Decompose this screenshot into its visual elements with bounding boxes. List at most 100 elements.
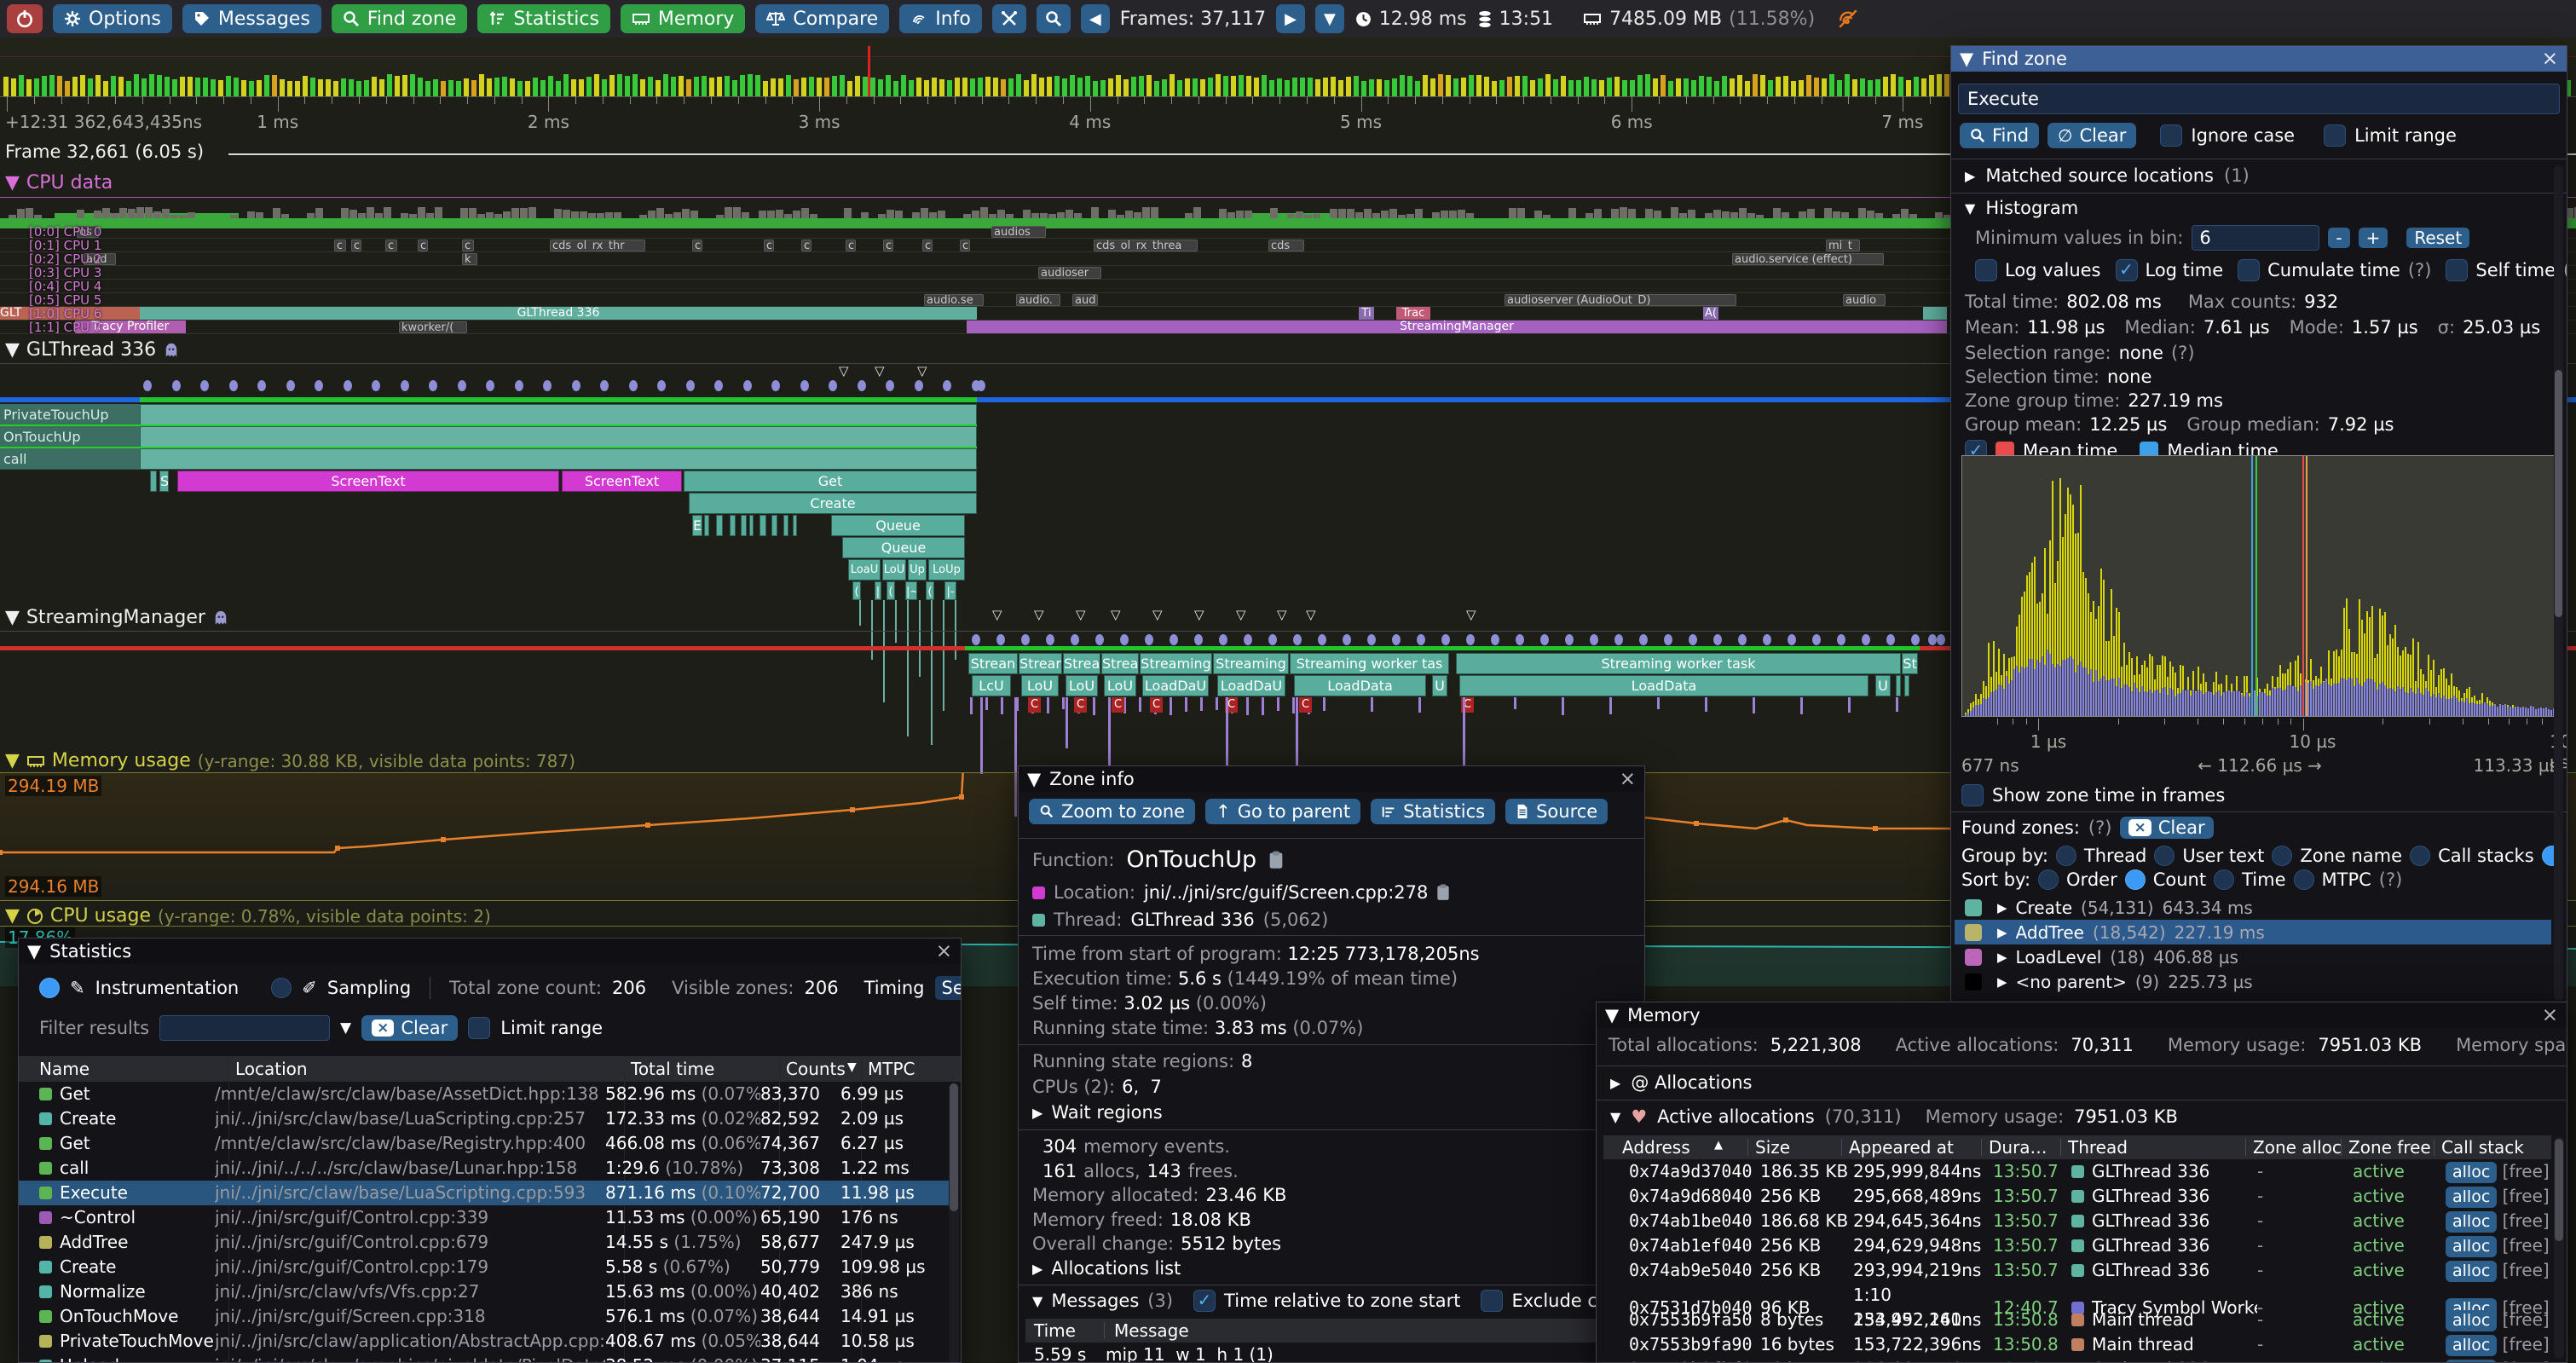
allocation-row[interactable]: 0x7553b9fa50 8 bytes 153,492,240ns 13:50…: [1629, 1309, 2550, 1331]
zone-segment[interactable]: LoUp: [928, 559, 965, 580]
table-row[interactable]: Execute jni/../jni/src/claw/base/LuaScri…: [19, 1181, 950, 1205]
sample-dot[interactable]: [685, 380, 695, 391]
sample-dot[interactable]: [400, 380, 409, 391]
zone-thread[interactable]: GLThread 336: [1130, 910, 1255, 930]
thread-run-segment[interactable]: audioser: [1038, 267, 1101, 279]
zone-segment[interactable]: Streaming worker task: [1456, 653, 1901, 674]
sample-dot[interactable]: [714, 380, 723, 391]
zone-group-row[interactable]: ▶ AddTree (18,542) 227.19 ms: [1955, 920, 2551, 944]
thread-run-segment[interactable]: c: [385, 240, 397, 251]
clipboard-icon[interactable]: [1268, 851, 1284, 869]
thread-run-segment[interactable]: c: [764, 240, 774, 251]
zone-segment[interactable]: |: [875, 581, 881, 600]
group-by-call-stacks[interactable]: [2410, 846, 2431, 866]
sample-dot[interactable]: [571, 380, 580, 391]
clear-button[interactable]: ∅ Clear: [2048, 123, 2137, 148]
thread-run-segment[interactable]: StreamingManager: [967, 321, 1947, 333]
message-mark[interactable]: [1371, 697, 1373, 712]
messages-button[interactable]: Messages: [182, 4, 321, 33]
filter-input[interactable]: [159, 1015, 331, 1041]
sample-dot[interactable]: [1466, 634, 1475, 645]
column-header[interactable]: Appeared at: [1849, 1137, 1954, 1158]
zoom-to-zone-button[interactable]: Zoom to zone: [1029, 799, 1196, 824]
thread-run-segment[interactable]: aud: [1072, 294, 1098, 306]
sample-dot[interactable]: [1639, 634, 1648, 645]
sample-dot[interactable]: [829, 380, 837, 391]
clear-filter-button[interactable]: × Clear: [361, 1015, 459, 1041]
thread-run-segment[interactable]: Ti: [1359, 307, 1374, 320]
table-row[interactable]: ~Control jni/../jni/src/guif/Control.cpp…: [19, 1205, 950, 1230]
message-marker-icon[interactable]: ▽: [917, 363, 927, 378]
zone-segment[interactable]: [741, 515, 747, 536]
message-mark[interactable]: [1216, 697, 1218, 710]
exclude-children-checkbox[interactable]: [1481, 1290, 1504, 1312]
message-mark[interactable]: [1562, 697, 1564, 715]
thread-run-segment[interactable]: audioserver (AudioOut_D): [1505, 294, 1736, 306]
zone-group-row[interactable]: ▶ Create (54,131) 643.34 ms: [1955, 895, 2551, 920]
zone-segment[interactable]: [150, 471, 157, 492]
zone-segment[interactable]: ScreenText: [177, 471, 559, 492]
sample-dot[interactable]: [1540, 634, 1549, 645]
thread-run-segment[interactable]: Trac: [1396, 307, 1430, 320]
sort-by-count[interactable]: [2124, 869, 2146, 890]
zone-segment[interactable]: [716, 515, 723, 536]
find-button[interactable]: Find: [1960, 123, 2040, 148]
close-icon[interactable]: ×: [2541, 1003, 2558, 1026]
close-icon[interactable]: ×: [2541, 47, 2558, 70]
table-row[interactable]: PrivateTouchMove jni/../jni/src/claw/app…: [19, 1329, 950, 1354]
column-header[interactable]: Dura…: [1989, 1137, 2048, 1158]
sample-dot[interactable]: [1095, 634, 1104, 645]
sample-dot[interactable]: [372, 380, 380, 391]
cpu-row[interactable]: os audios [0:0] CPU 0: [0, 225, 2576, 239]
sample-dot[interactable]: [996, 634, 1005, 645]
zone-segment[interactable]: Streaming: [1213, 653, 1289, 674]
zone-segment[interactable]: LoadDaU: [1142, 675, 1209, 696]
cpu-row[interactable]: aud k audio.service (effect) [0:2] CPU 2: [0, 252, 2576, 266]
sample-dot[interactable]: [1788, 634, 1796, 645]
message-marker-icon[interactable]: ▽: [1076, 607, 1086, 622]
info-button[interactable]: Info: [899, 4, 982, 33]
bin-plus-button[interactable]: +: [2358, 228, 2388, 248]
alloc-callstack-button[interactable]: alloc: [2446, 1211, 2498, 1233]
statistics-table-header[interactable]: Name Location Total time Counts ▼ MTPC: [19, 1056, 961, 1082]
message-mark[interactable]: [1262, 697, 1264, 715]
thread-run-segment[interactable]: os: [77, 226, 99, 238]
statistics-titlebar[interactable]: ▼ Statistics ×: [19, 939, 961, 964]
limit-range-checkbox[interactable]: [468, 1017, 491, 1039]
zone-segment[interactable]: (: [926, 581, 934, 600]
zone-segment[interactable]: Strean: [968, 653, 1018, 674]
sample-dot[interactable]: [1441, 634, 1450, 645]
sample-dot[interactable]: [343, 380, 352, 391]
thread-run-segment[interactable]: c: [462, 240, 474, 251]
allocation-row[interactable]: 0x74ab1be040 186.68 KB 294,645,364ns 13:…: [1629, 1210, 2550, 1233]
zone-segment[interactable]: call: [0, 448, 140, 470]
alloc-callstack-button[interactable]: alloc: [2446, 1261, 2498, 1282]
memory-table-header[interactable]: Address ▲ Size Appeared at Dura… Thread Zone a…: [1603, 1135, 2551, 1159]
thread-run-segment[interactable]: audio.service (effect): [1732, 253, 1884, 265]
thread-run-segment[interactable]: aud: [84, 253, 116, 265]
messages-table-header[interactable]: Time Message: [1025, 1319, 1632, 1343]
message-mark[interactable]: [1514, 697, 1516, 709]
sample-dot[interactable]: [1763, 634, 1771, 645]
cpu-row[interactable]: audioser [0:3] CPU 3: [0, 266, 2576, 280]
bin-minus-button[interactable]: -: [2328, 228, 2350, 248]
thread-run-segment[interactable]: audio: [1843, 294, 1886, 306]
zone-segment[interactable]: [783, 515, 788, 536]
message-mark[interactable]: [1016, 697, 1019, 711]
sample-dot[interactable]: [1071, 634, 1079, 645]
frame-dropdown-button[interactable]: ▼: [1314, 4, 1344, 33]
zone-segment[interactable]: [793, 515, 797, 536]
sample-dot[interactable]: [543, 380, 552, 391]
sort-by-mtpc[interactable]: [2293, 869, 2314, 890]
allocation-row[interactable]: 0x74a9d37040 186.35 KB 295,999,844ns 13:…: [1629, 1161, 2550, 1183]
message-mark[interactable]: [1093, 697, 1095, 715]
column-header[interactable]: Size: [1755, 1137, 1791, 1158]
message-mark[interactable]: [1848, 697, 1851, 713]
message-mark[interactable]: [1062, 697, 1065, 709]
collapse-icon[interactable]: ▼: [1032, 1292, 1043, 1309]
group-by-thread[interactable]: [2055, 846, 2076, 866]
sample-dot[interactable]: [228, 380, 238, 391]
thread-run-segment[interactable]: kworker/(: [399, 321, 467, 333]
sample-dot[interactable]: [1516, 634, 1524, 645]
message-mark[interactable]: [1200, 697, 1203, 711]
